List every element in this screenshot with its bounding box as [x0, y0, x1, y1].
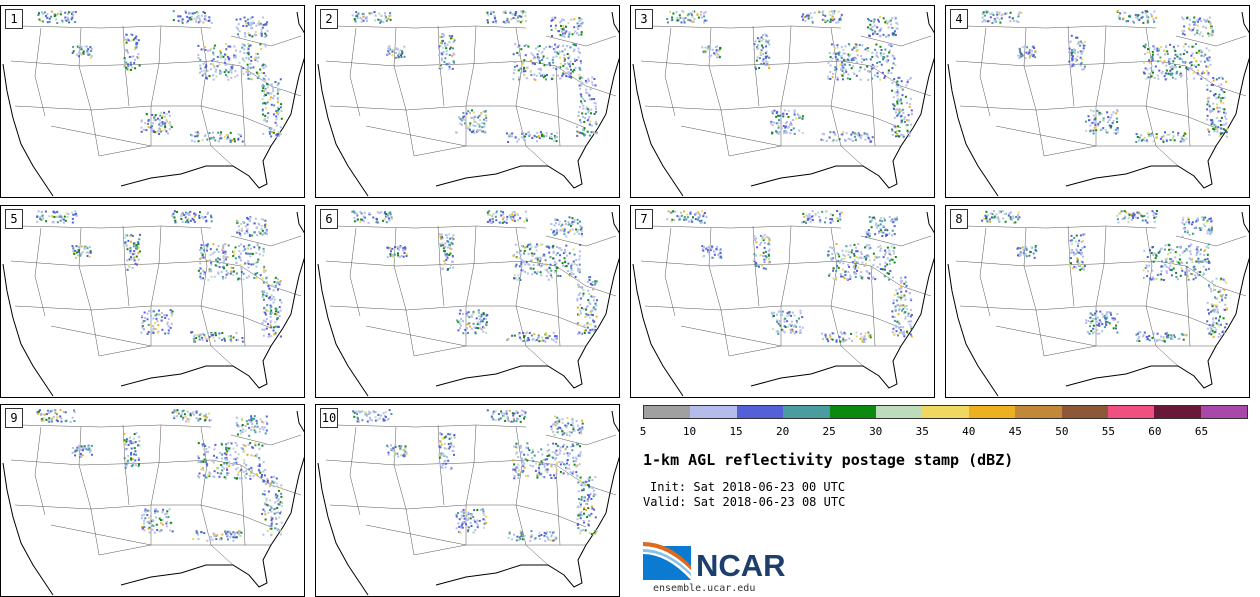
us-map-9	[2, 409, 304, 596]
us-map-3	[632, 10, 934, 197]
us-map-8	[947, 210, 1249, 397]
colorbar-tick-label: 40	[962, 425, 976, 438]
ensemble-member-panel-9: 9	[0, 404, 305, 597]
panel-number-label: 9	[5, 408, 23, 428]
us-map-6	[317, 210, 619, 397]
ensemble-member-panel-1: 1	[0, 5, 305, 198]
colorbar-tick-label: 65	[1194, 425, 1209, 438]
panel-number-label: 1	[5, 9, 23, 29]
colorbar-segment	[875, 406, 923, 418]
panel-number-label: 4	[950, 9, 968, 29]
colorbar-tick-label: 35	[915, 425, 929, 438]
colorbar-tick-label: 30	[869, 425, 883, 438]
ensemble-member-panel-6: 6	[315, 205, 620, 398]
colorbar-tick-label: 55	[1101, 425, 1115, 438]
colorbar-segment	[968, 406, 1016, 418]
ensemble-member-panel-3: 3	[630, 5, 935, 198]
ncar-logo-icon	[643, 542, 691, 580]
colorbar-segment	[783, 406, 830, 418]
us-map-10	[317, 409, 619, 596]
us-map-4	[947, 10, 1249, 197]
panel-number-label: 10	[320, 408, 338, 428]
panel-number-label: 2	[320, 9, 338, 29]
ensemble-member-panel-5: 5	[0, 205, 305, 398]
panel-number-label: 3	[635, 9, 653, 29]
us-map-7	[632, 210, 934, 397]
figure-title: 1-km AGL reflectivity postage stamp (dBZ…	[643, 451, 1014, 469]
us-map-1	[2, 10, 304, 197]
colorbar-segment	[829, 406, 876, 418]
valid-time: Valid: Sat 2018-06-23 08 UTC	[643, 495, 846, 509]
colorbar-segment	[1061, 406, 1108, 418]
colorbar-tick-label: 10	[682, 425, 697, 438]
logo-url: ensemble.ucar.edu	[653, 583, 756, 594]
colorbar-tick-label: 45	[1008, 425, 1022, 438]
colorbar-tick-label: 25	[822, 425, 836, 438]
colorbar-segment	[1200, 406, 1248, 418]
colorbar-tick-label: 20	[775, 425, 790, 438]
panel-number-label: 7	[635, 209, 653, 229]
reflectivity-colorbar	[643, 405, 1248, 419]
ensemble-member-panel-8: 8	[945, 205, 1250, 398]
colorbar-tick-label: 60	[1148, 425, 1162, 438]
us-map-5	[2, 210, 304, 397]
colorbar-segment	[1154, 406, 1201, 418]
panel-number-label: 5	[5, 209, 23, 229]
colorbar-tick-label: 50	[1055, 425, 1069, 438]
colorbar-tick-label: 5	[639, 425, 647, 438]
us-map-2	[317, 10, 619, 197]
ensemble-member-panel-4: 4	[945, 5, 1250, 198]
ensemble-member-panel-2: 2	[315, 5, 620, 198]
ncar-logo-text: NCAR	[696, 548, 786, 583]
ensemble-member-panel-7: 7	[630, 205, 935, 398]
colorbar-segment	[690, 406, 737, 418]
colorbar-segment	[736, 406, 784, 418]
colorbar-segment	[1015, 406, 1062, 418]
init-time: Init: Sat 2018-06-23 00 UTC	[650, 480, 846, 494]
colorbar-tick-label: 15	[729, 425, 743, 438]
panel-number-label: 6	[320, 209, 338, 229]
colorbar-segment	[644, 406, 691, 418]
colorbar-segment	[922, 406, 969, 418]
panel-number-label: 8	[950, 209, 968, 229]
ensemble-member-panel-10: 10	[315, 404, 620, 597]
colorbar-segment	[1107, 406, 1155, 418]
